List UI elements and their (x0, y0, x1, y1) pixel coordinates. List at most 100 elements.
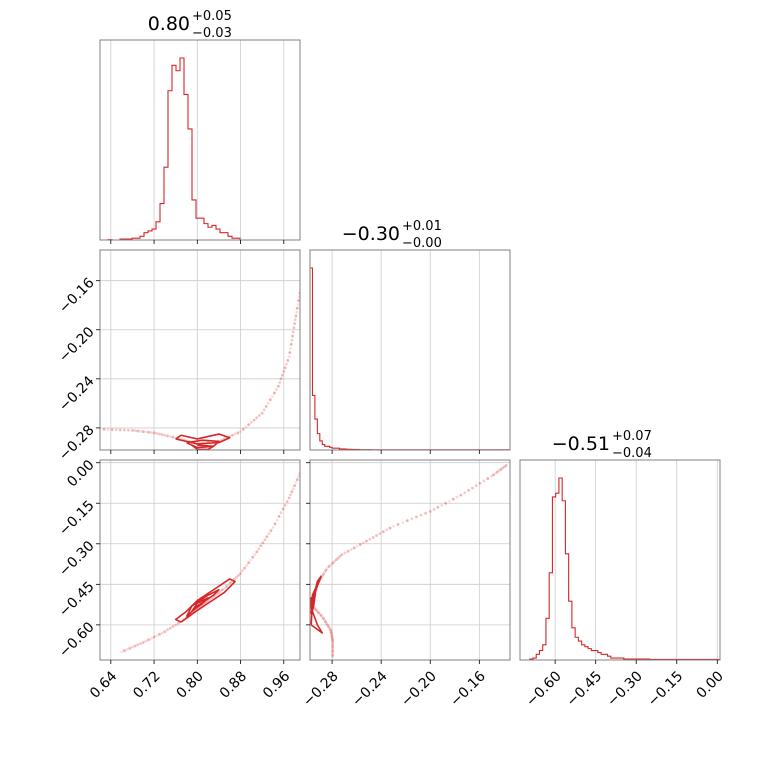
scatter-point (474, 484, 478, 488)
scatter-point (277, 515, 281, 518)
x-tick-label: 0.72 (130, 668, 163, 701)
scatter-point (492, 473, 495, 477)
panel-1-1 (309, 249, 511, 454)
scatter-point (334, 558, 338, 562)
scatter-point (139, 429, 142, 433)
scatter-point (327, 565, 331, 568)
y-tick-label: −0.24 (56, 373, 98, 415)
scatter-point (216, 591, 220, 595)
scatter-point (261, 541, 265, 545)
scatter-point (171, 625, 175, 628)
scatter-point (133, 429, 137, 433)
scatter-point (274, 388, 278, 391)
scatter-point (289, 347, 292, 350)
scatter-point (229, 581, 232, 585)
scatter-point (327, 625, 331, 629)
scatter-point (125, 648, 129, 651)
scatter-point (253, 553, 257, 556)
scatter-point (331, 655, 335, 659)
scatter-point (331, 647, 335, 651)
scatter-point (122, 649, 126, 653)
x-tick-label: 0.00 (694, 668, 727, 701)
scatter-point (331, 638, 334, 642)
scatter-point (336, 556, 340, 560)
scatter-point (147, 638, 151, 642)
scatter-point (149, 636, 153, 640)
panel-2-1: −0.28 −0.24 −0.20 −0.16 (300, 459, 511, 710)
x-tick-label: −0.45 (564, 668, 606, 710)
panel-1-0: −0.28 −0.24 −0.20 −0.16 (56, 249, 301, 464)
scatter-point (158, 432, 161, 436)
scatter-point (166, 434, 169, 438)
contour-0 (310, 575, 324, 634)
scatter-point (331, 651, 335, 655)
scatter-point (330, 634, 334, 638)
scatter-point (122, 428, 126, 432)
x-tick-label: −0.28 (300, 668, 342, 710)
scatter-point (144, 430, 148, 434)
scatter-point (314, 608, 318, 612)
scatter-point (368, 537, 372, 541)
scatter-point (504, 464, 508, 467)
scatter-point (324, 620, 327, 624)
panel-title-0: 0.80 +0.05 −0.03 (148, 9, 232, 41)
scatter-point (279, 377, 283, 381)
panel-border (519, 459, 721, 661)
contour-2 (310, 597, 314, 609)
scatter-point (281, 373, 284, 377)
scatter-point (355, 544, 359, 548)
scatter-point (271, 526, 275, 529)
scatter-point (141, 641, 145, 644)
scatter-point (249, 558, 253, 562)
scatter-point (331, 645, 335, 649)
y-tick-label: −0.16 (56, 275, 98, 317)
scatter-point (243, 566, 246, 570)
scatter-point (283, 366, 287, 370)
scatter-point (233, 577, 236, 581)
scatter-point (282, 370, 286, 373)
scatter-point (346, 549, 350, 553)
scatter-point (158, 632, 161, 636)
scatter-point (455, 495, 459, 499)
scatter-point (251, 555, 255, 559)
scatter-point (139, 642, 142, 646)
scatter-point (285, 362, 288, 366)
histogram-2 (520, 477, 720, 660)
x-tick-label: −0.60 (523, 668, 565, 710)
scatter-point (340, 553, 344, 556)
scatter-point (289, 342, 293, 346)
scatter-point (102, 427, 106, 431)
scatter-point (343, 551, 347, 555)
scatter-point (233, 432, 237, 436)
scatter-point (297, 295, 300, 299)
scatter-point (236, 431, 240, 435)
scatter-point (396, 522, 400, 526)
scatter-point (133, 644, 137, 648)
scatter-point (281, 507, 285, 511)
scatter-point (495, 470, 499, 474)
x-tick-label: −0.24 (349, 668, 391, 710)
scatter-point (266, 401, 270, 405)
scatter-point (451, 497, 455, 501)
scatter-point (267, 532, 271, 536)
scatter-point (131, 645, 134, 649)
scatter-point (160, 433, 164, 437)
scatter-point (126, 428, 130, 432)
scatter-point (385, 528, 389, 532)
y-tick-label: −0.28 (56, 422, 98, 464)
scatter-point (166, 628, 169, 632)
scatter-point (287, 496, 291, 500)
scatter-point (352, 546, 356, 550)
scatter-point (149, 431, 153, 434)
scatter-point (288, 351, 292, 355)
scatter-point (152, 431, 156, 435)
scatter-point (290, 490, 294, 494)
scatter-point (322, 572, 325, 576)
scatter-point (503, 465, 506, 469)
panel-border (99, 249, 301, 451)
scatter-point (329, 628, 333, 632)
scatter-point (415, 515, 418, 519)
y-tick-label: −0.15 (56, 498, 98, 540)
scatter-point (324, 568, 328, 572)
